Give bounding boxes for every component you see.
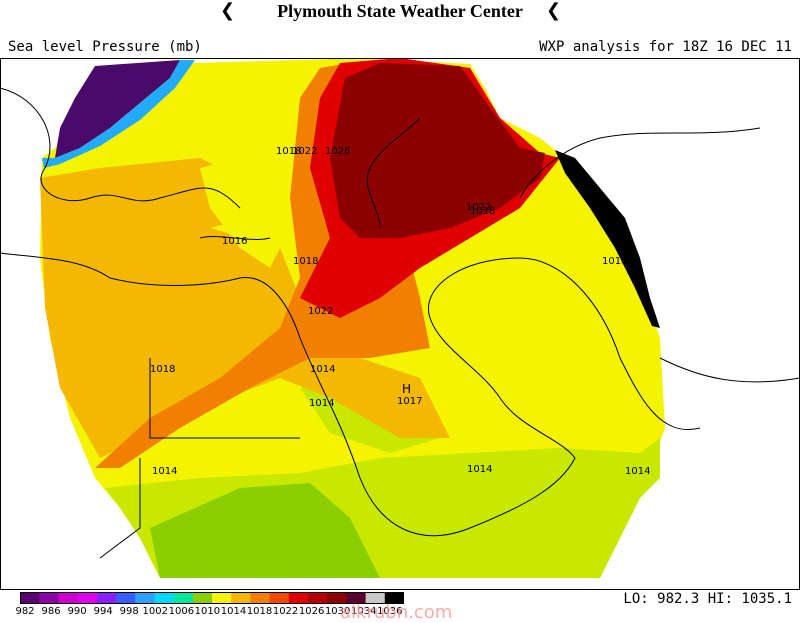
isobar-label: 1018 — [602, 256, 627, 267]
isobar-label: 1014 — [309, 398, 334, 409]
color-scale-swatch — [269, 592, 290, 604]
color-scale-swatch — [39, 592, 59, 604]
color-scale-swatch — [20, 592, 40, 604]
color-scale-label: 1006 — [168, 606, 195, 617]
isobar-label: 1022 — [292, 146, 317, 157]
isobar-label: 1022 — [466, 202, 491, 213]
pennant-left-icon: ❮ — [220, 0, 236, 21]
color-scale-label: 1026 — [298, 606, 325, 617]
isobar-label: 1018 — [293, 256, 318, 267]
color-scale-swatch — [384, 592, 404, 604]
band-1006 — [42, 60, 195, 168]
color-scale-label: 1034 — [351, 606, 377, 617]
color-scale-label: 998 — [119, 606, 139, 617]
isobar-label: 1017 — [397, 396, 422, 407]
color-scale-swatch — [96, 592, 117, 604]
isobar-label: 1014 — [310, 364, 335, 375]
analysis-time-label: WXP analysis for 18Z 16 DEC 11 — [539, 39, 792, 55]
field-label: Sea level Pressure (mb) — [8, 39, 202, 55]
color-scale-swatch — [135, 592, 155, 604]
isobar-label: 1018 — [150, 364, 175, 375]
band-982 — [55, 60, 180, 158]
high-pressure-marker: H — [402, 382, 411, 396]
isobar-label: 1016 — [222, 236, 247, 247]
band-1020 — [40, 158, 450, 458]
color-scale-swatch — [192, 592, 213, 604]
color-scale-swatch — [288, 592, 309, 604]
isobar-label: 1014 — [467, 464, 492, 475]
color-scale-label: 1030 — [324, 606, 351, 617]
color-scale-label: 982 — [15, 606, 35, 617]
color-scale-bar — [20, 592, 404, 604]
color-scale-swatch — [154, 592, 175, 604]
watermark: alkrubn.com — [340, 602, 453, 623]
color-scale-swatch — [116, 592, 136, 604]
isobar-label: 1022 — [308, 306, 333, 317]
color-scale-label: 990 — [67, 606, 87, 617]
color-scale-label: 994 — [93, 606, 113, 617]
color-scale-label: 1018 — [246, 606, 273, 617]
color-scale-swatch — [77, 592, 98, 604]
color-scale-label: 1036 — [377, 606, 403, 617]
color-scale-label: 1014 — [220, 606, 247, 617]
color-scale-outline — [20, 592, 404, 604]
pressure-map: 1018 1022 1026 1016 1018 1022 1018 1022 … — [0, 58, 800, 590]
color-scale-swatch — [250, 592, 271, 604]
isobar-label: 1018 — [470, 206, 495, 217]
isobar-label: 1014 — [625, 466, 650, 477]
header: ❮ Plymouth State Weather Center ❮ — [0, 0, 800, 22]
color-scale-swatch — [327, 592, 347, 604]
pennant-right-icon: ❮ — [546, 0, 562, 21]
map-subheader: Sea level Pressure (mb) WXP analysis for… — [0, 38, 800, 58]
color-scale-label: 1010 — [194, 606, 221, 617]
color-scale-swatch — [231, 592, 251, 604]
color-scale-label: 986 — [41, 606, 61, 617]
lo-hi-readout: LO: 982.3 HI: 1035.1 — [623, 591, 792, 607]
band-1030 — [330, 63, 545, 238]
color-scale-swatch — [212, 592, 232, 604]
color-scale-label: 1022 — [272, 606, 299, 617]
band-1012 — [150, 483, 380, 578]
color-scale-swatch — [365, 592, 386, 604]
coastlines — [0, 87, 800, 559]
color-scale-swatch — [346, 592, 367, 604]
color-scale-swatch — [173, 592, 194, 604]
color-scale-labels: 982 986 990 994 998 1002 1006 1010 1014 1018 1022 1… — [0, 606, 420, 620]
color-scale-swatch — [308, 592, 328, 604]
isobar-label: 1026 — [325, 146, 350, 157]
color-scale-swatch — [58, 592, 79, 604]
color-scale-label: 1002 — [142, 606, 169, 617]
isobar-label: 1018 — [276, 146, 301, 157]
band-1018-pocket — [200, 148, 300, 268]
page-title: Plymouth State Weather Center — [277, 1, 523, 21]
band-1036 — [555, 150, 660, 328]
isobar-label: 1014 — [152, 466, 177, 477]
